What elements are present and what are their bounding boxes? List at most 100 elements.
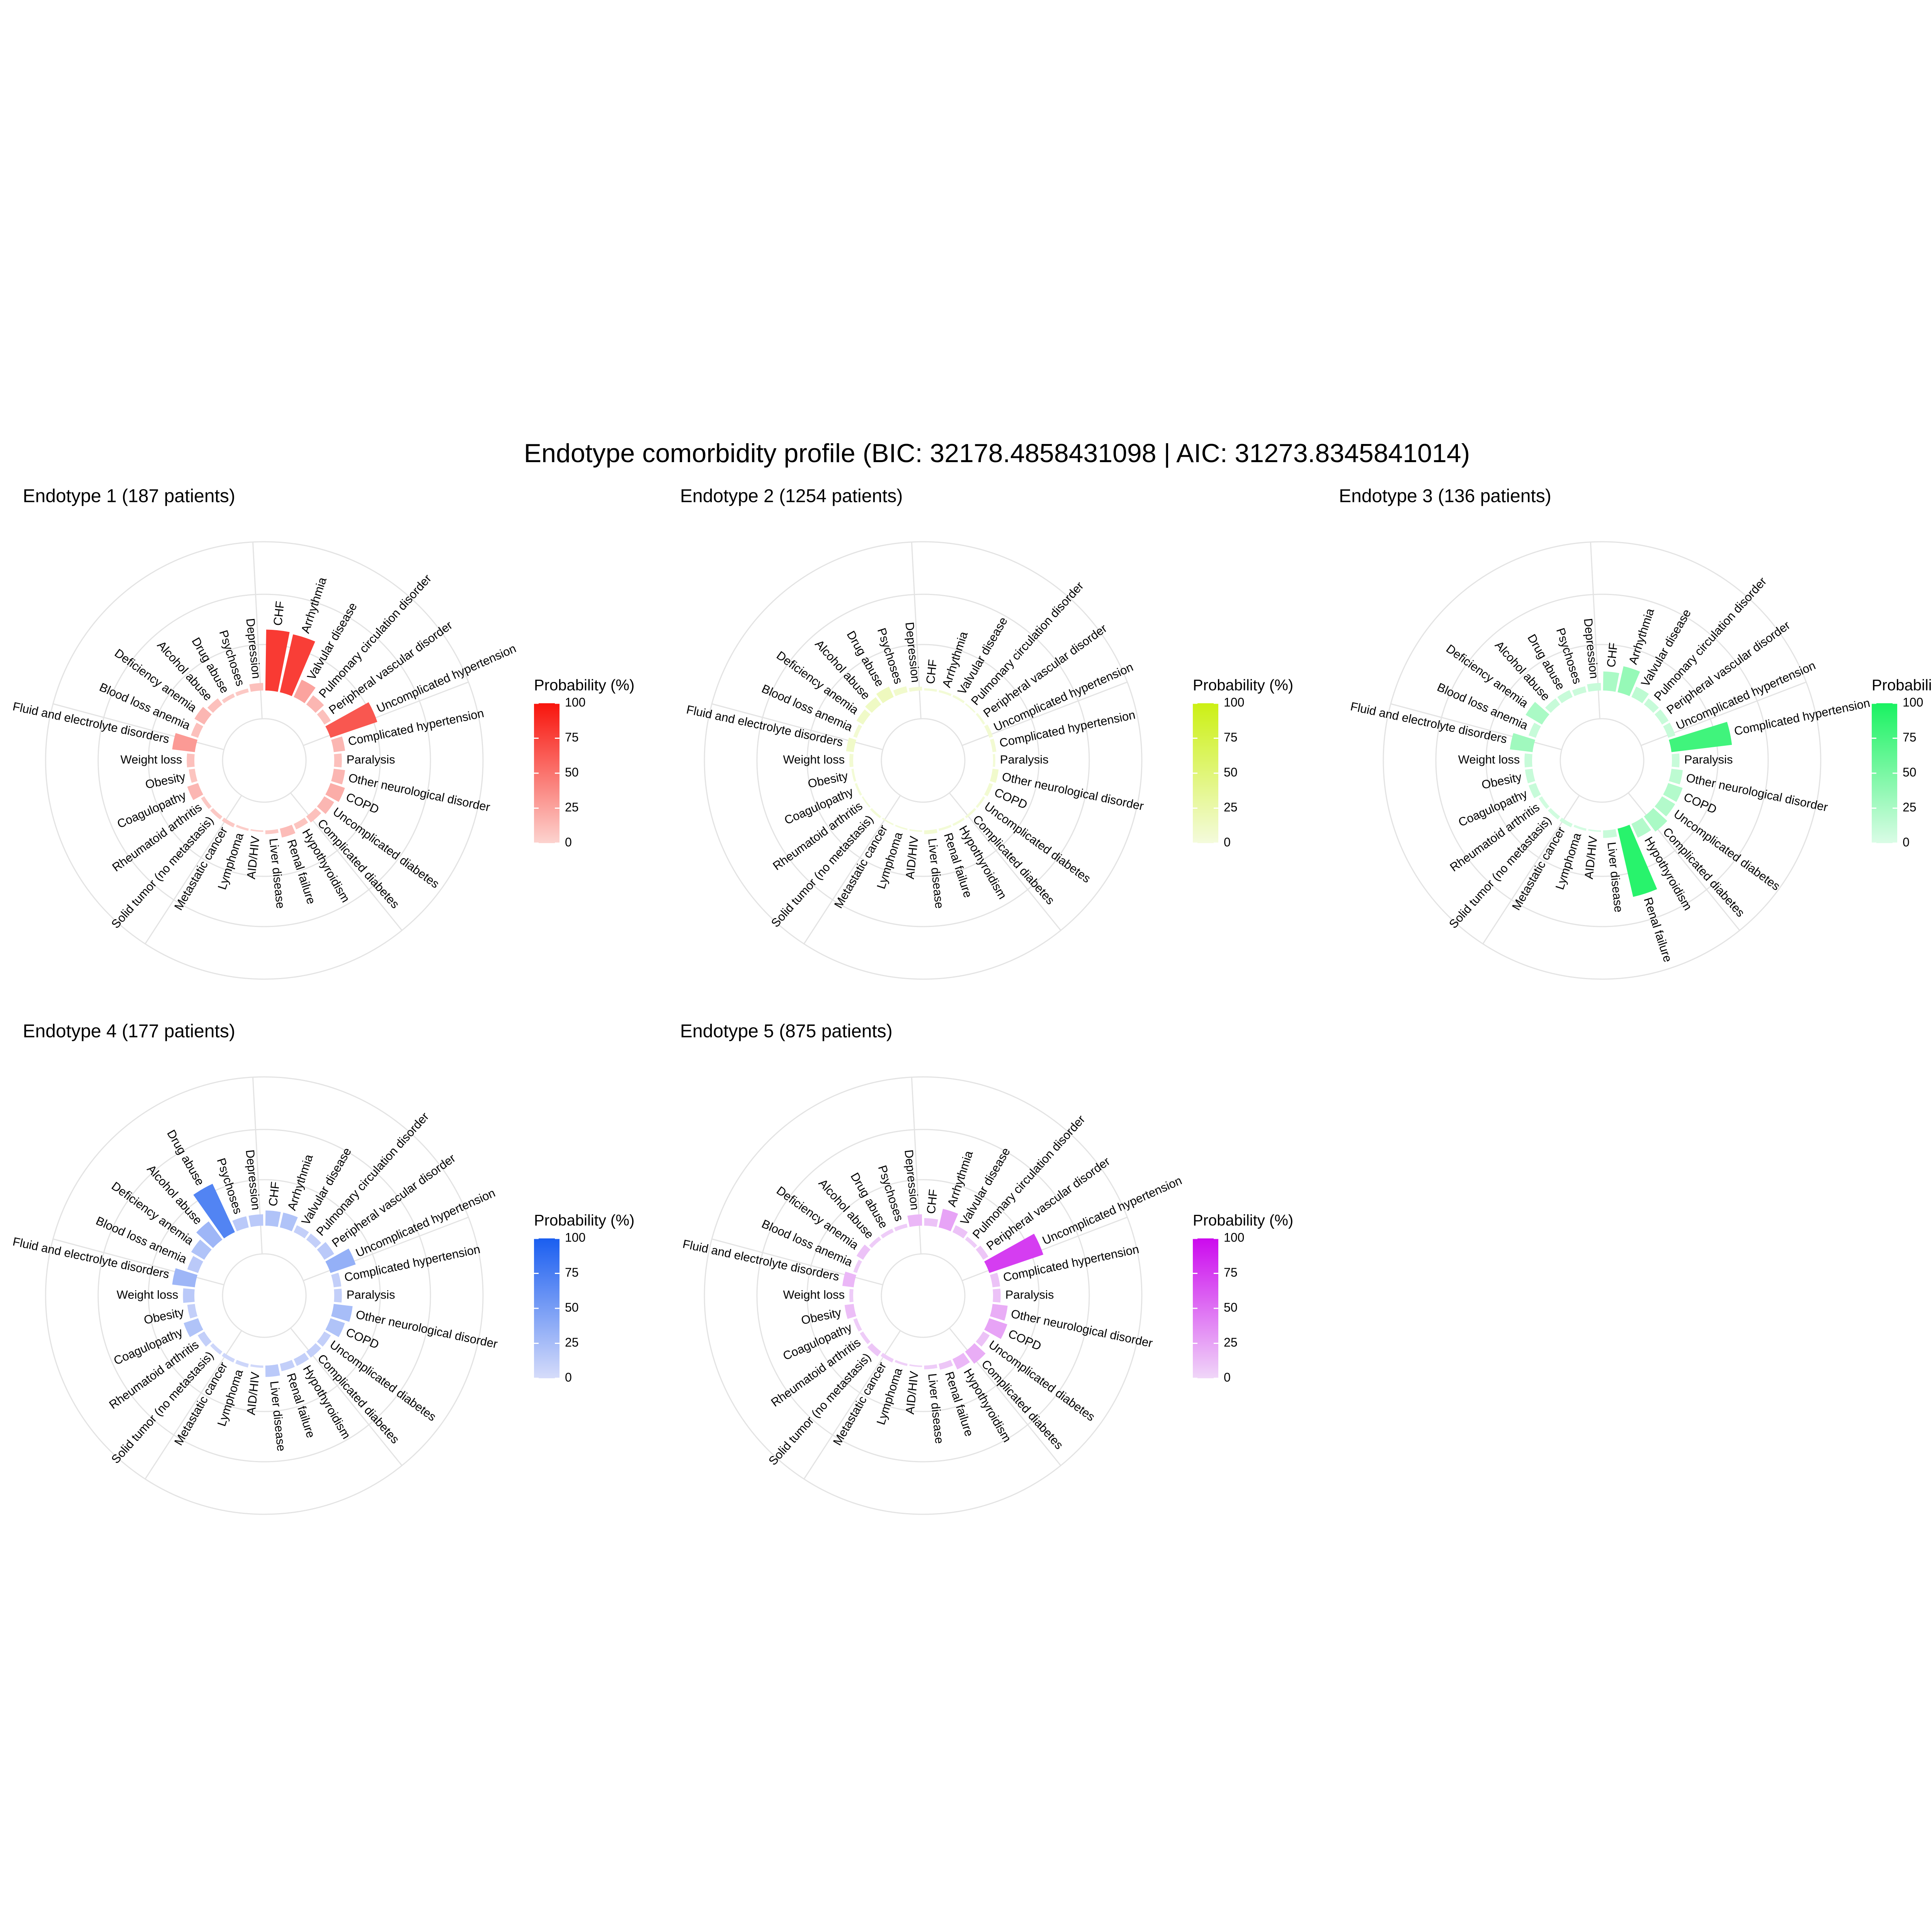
bar (907, 1214, 922, 1227)
grid-circle (806, 1179, 1040, 1412)
bar (191, 1239, 212, 1260)
category-label: Liver disease (925, 1373, 946, 1444)
category-label: Paralysis (1684, 753, 1733, 766)
bar (924, 1218, 938, 1227)
bar (1529, 783, 1541, 798)
colorbar-tick-label: 100 (565, 1230, 585, 1244)
colorbar-tick-label: 75 (1224, 1265, 1238, 1279)
bar (317, 796, 334, 814)
bar (862, 796, 871, 808)
bar (894, 1223, 908, 1231)
panel: Endotype 5 (875 patients)CHF ArrhythmiaVa… (680, 1021, 1293, 1515)
bar (1539, 796, 1549, 809)
colorbar-tick-label: 75 (1903, 730, 1917, 744)
bar (222, 817, 235, 828)
bar (265, 1364, 280, 1377)
colorbar-tick-label: 75 (565, 1265, 579, 1279)
category-label: Weight loss (1458, 753, 1520, 766)
bar (184, 1318, 203, 1337)
bar (193, 1184, 235, 1239)
bar (856, 1244, 871, 1260)
bar (909, 1364, 922, 1367)
category-label: Weight loss (783, 753, 845, 766)
bar (976, 1331, 990, 1347)
category-label: AID/HIV (903, 1370, 921, 1415)
bar (1617, 666, 1640, 696)
colorbar-tick-label: 100 (1903, 695, 1923, 709)
grid-circle (45, 541, 484, 980)
colorbar-tick-label: 25 (1224, 800, 1238, 814)
bar (1557, 690, 1573, 704)
category-label: CHF (266, 1181, 282, 1207)
colorbar-tick-label: 25 (1903, 800, 1917, 814)
bar (306, 695, 324, 713)
bar (856, 709, 871, 725)
bar (952, 1225, 968, 1239)
category-label: Arrhythmia (1626, 606, 1657, 666)
category-label: AID/HIV (903, 835, 921, 879)
colorbar-tick-label: 50 (1224, 1300, 1238, 1314)
bar (909, 829, 922, 832)
bar (1548, 808, 1560, 820)
bar (1631, 817, 1651, 838)
panel-title: Endotype 2 (1254 patients) (680, 486, 903, 507)
bar (939, 1360, 953, 1370)
bar (222, 693, 235, 704)
bar (201, 796, 212, 809)
bar (183, 1288, 195, 1303)
panel: Endotype 4 (177 patients)CHF ArrhythmiaVa… (12, 1021, 634, 1515)
bar (1572, 686, 1587, 696)
bar (317, 1242, 334, 1260)
bar (1588, 829, 1601, 832)
bar (1668, 722, 1732, 752)
bar (331, 1304, 353, 1322)
bar (294, 1352, 309, 1366)
bar (846, 737, 857, 752)
bar (196, 1221, 223, 1248)
bar (844, 1304, 857, 1319)
bar (265, 629, 290, 692)
grid-circle (97, 1129, 431, 1463)
bar (870, 808, 881, 818)
bar (232, 1216, 249, 1231)
grid-circle (1435, 594, 1769, 927)
category-label: Depression (243, 1149, 263, 1211)
bar (984, 724, 993, 738)
category-label: AID/HIV (1582, 835, 1600, 879)
bar (1672, 753, 1680, 768)
bar (993, 754, 995, 767)
bar (1525, 769, 1536, 784)
bar (867, 1343, 881, 1357)
colorbar-tick-label: 0 (565, 835, 572, 849)
bar (990, 1272, 1000, 1287)
bar (952, 817, 965, 826)
bar (210, 808, 223, 820)
category-label: CHF (924, 1189, 940, 1214)
grid-circle (1485, 644, 1719, 877)
bar (187, 1256, 203, 1273)
category-label: Liver disease (267, 838, 287, 909)
bar (1526, 702, 1549, 725)
bar (984, 1318, 1007, 1339)
grid-circle (704, 1076, 1143, 1515)
grid-circle (222, 718, 307, 803)
colorbar-tick-label: 75 (1224, 730, 1238, 744)
bar (306, 1233, 321, 1248)
bar (952, 1352, 970, 1370)
bar (210, 1343, 223, 1355)
bar (842, 1271, 857, 1287)
grid-circle (1560, 718, 1645, 803)
colorbar-tick-label: 50 (565, 765, 579, 779)
bar (909, 687, 922, 692)
bar (325, 1248, 356, 1273)
category-label: Depression (243, 617, 263, 679)
category-label: Paralysis (1005, 1288, 1054, 1301)
category-label: Renal failure (1641, 896, 1675, 964)
category-label: Paralysis (347, 753, 395, 766)
bar (1644, 698, 1659, 713)
bar (191, 723, 203, 738)
colorbar-title: Probability (%) (1193, 1212, 1293, 1229)
bar (869, 1236, 881, 1248)
